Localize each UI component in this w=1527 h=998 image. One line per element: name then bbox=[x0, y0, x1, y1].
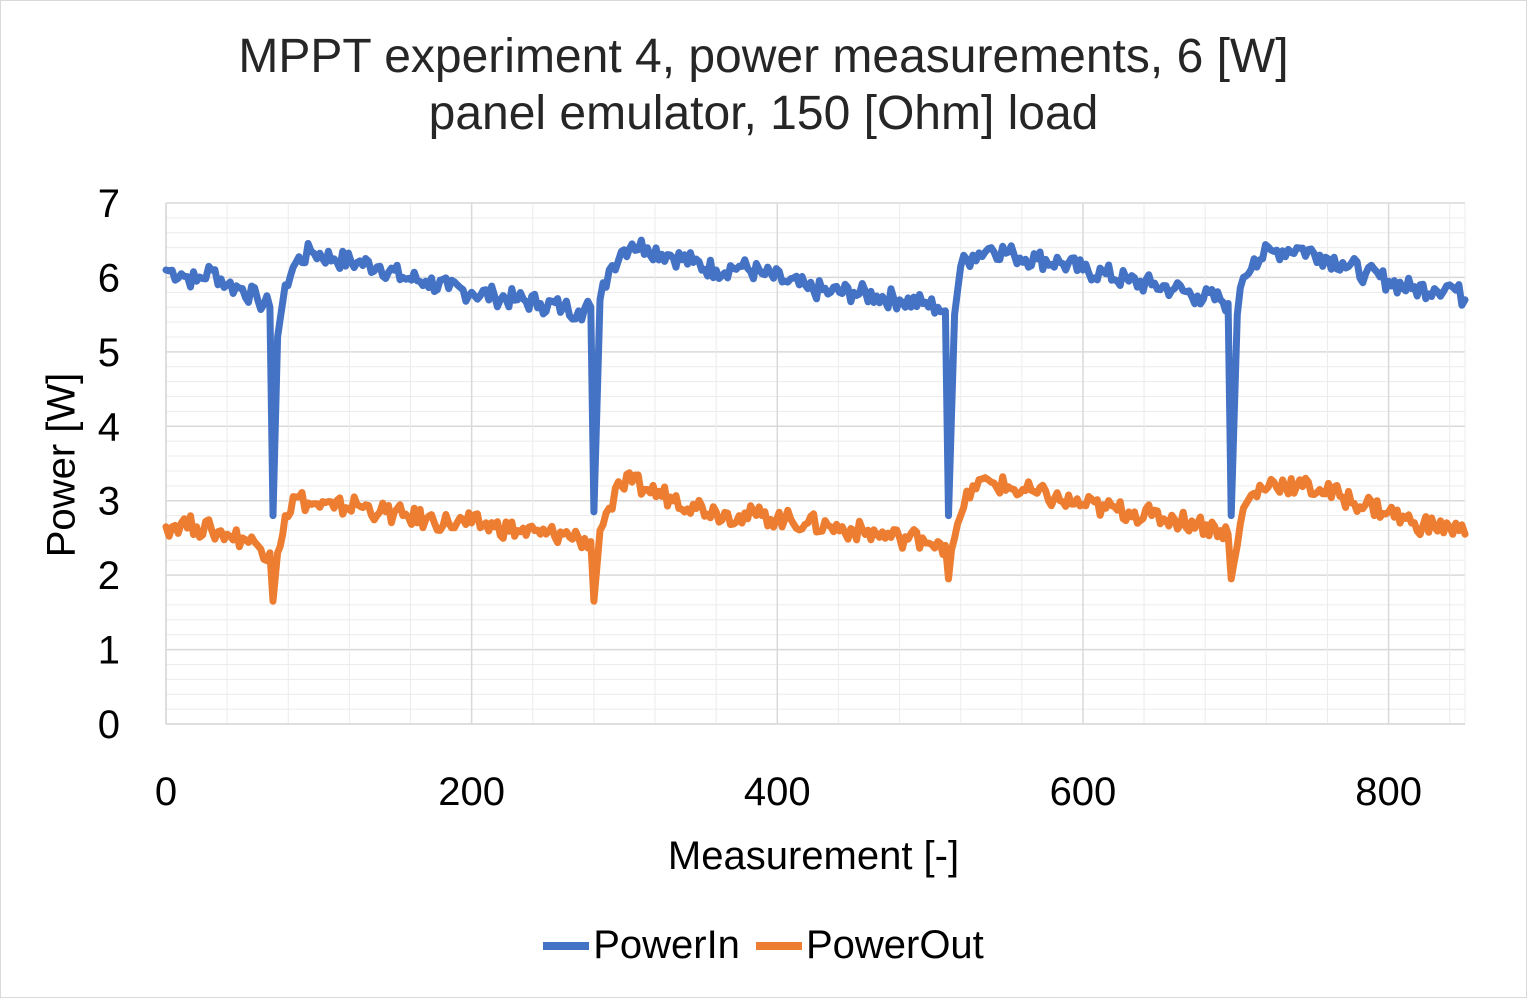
x-tick-label: 400 bbox=[744, 770, 811, 814]
y-tick-label: 5 bbox=[98, 331, 120, 375]
x-tick-labels: 0 200 400 600 800 bbox=[155, 770, 1422, 814]
legend-swatch-powerin bbox=[543, 941, 590, 950]
y-axis-label: Power [W] bbox=[39, 372, 84, 558]
y-tick-label: 0 bbox=[98, 703, 120, 747]
legend: PowerIn PowerOut bbox=[0, 923, 1527, 968]
gridlines bbox=[165, 202, 1466, 725]
y-tick-labels: 0 1 2 3 4 5 6 7 bbox=[98, 182, 120, 747]
legend-label-powerin: PowerIn bbox=[593, 923, 740, 967]
x-tick-label: 800 bbox=[1355, 770, 1422, 814]
y-tick-label: 2 bbox=[98, 554, 120, 598]
legend-swatch-powerout bbox=[755, 941, 802, 950]
series-line-powerout bbox=[162, 469, 1469, 605]
legend-item-powerout: PowerOut bbox=[755, 923, 984, 968]
y-tick-label: 7 bbox=[98, 182, 120, 226]
x-tick-label: 0 bbox=[155, 770, 177, 814]
series-line-powerin bbox=[162, 236, 1469, 520]
y-tick-label: 6 bbox=[98, 256, 120, 300]
legend-label-powerout: PowerOut bbox=[805, 923, 984, 967]
series-lines bbox=[162, 236, 1469, 605]
chart-title-line1: MPPT experiment 4, power measurements, 6… bbox=[238, 30, 1289, 83]
y-tick-label: 1 bbox=[98, 629, 120, 673]
x-axis-label: Measurement [-] bbox=[667, 834, 960, 878]
chart-title-line2: panel emulator, 150 [Ohm] load bbox=[428, 87, 1099, 140]
chart-title: MPPT experiment 4, power measurements, 6… bbox=[0, 28, 1527, 142]
legend-item-powerin: PowerIn bbox=[543, 923, 740, 968]
x-tick-label: 600 bbox=[1050, 770, 1117, 814]
y-tick-label: 3 bbox=[98, 480, 120, 524]
x-tick-label: 200 bbox=[438, 770, 505, 814]
y-tick-label: 4 bbox=[98, 405, 120, 449]
